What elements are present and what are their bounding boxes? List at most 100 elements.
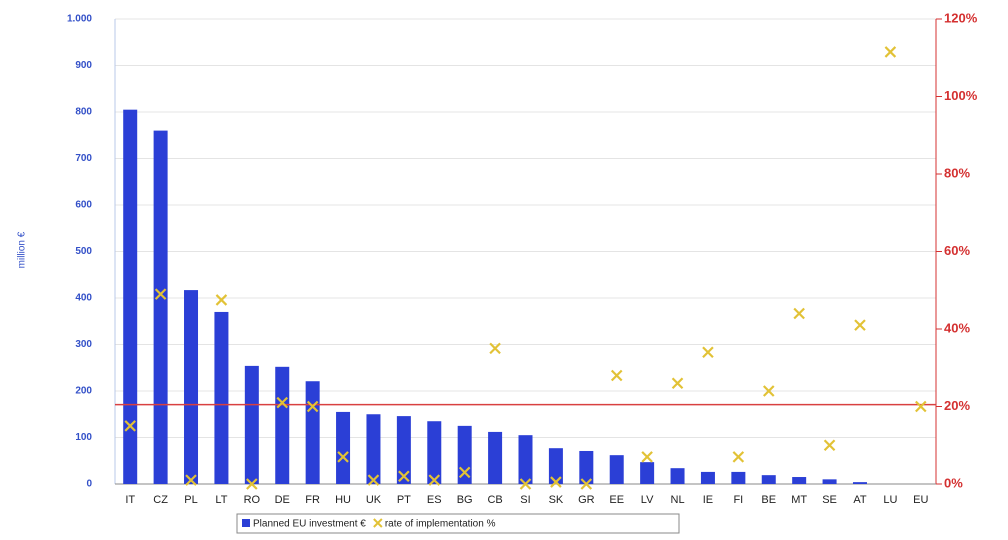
- x-tick-label: BE: [761, 494, 776, 506]
- marker: [732, 451, 745, 463]
- marker: [215, 294, 228, 306]
- y2-tick-label: 100%: [944, 88, 978, 103]
- bar: [275, 366, 290, 484]
- marker: [823, 439, 836, 452]
- bar: [792, 477, 807, 484]
- x-tick-label: EE: [609, 494, 624, 506]
- y-tick-label: 800: [75, 107, 92, 118]
- x-tick-label: GR: [578, 494, 595, 506]
- marker: [428, 474, 441, 486]
- y-tick-label: 600: [75, 200, 92, 211]
- x-tick-label: FI: [733, 494, 743, 506]
- marker: [641, 451, 653, 463]
- bar: [822, 479, 837, 484]
- x-tick-label: CB: [487, 494, 502, 506]
- marker: [185, 474, 197, 486]
- x-tick-label: ES: [427, 494, 442, 506]
- y-tick-label: 200: [75, 386, 92, 397]
- bar: [366, 414, 381, 484]
- marker: [884, 46, 897, 58]
- y2-tick-label: 120%: [944, 10, 978, 25]
- bar: [427, 421, 442, 484]
- marker: [762, 385, 775, 397]
- y2-tick-label: 20%: [944, 398, 970, 413]
- x-tick-label: SI: [520, 494, 530, 506]
- bar: [244, 365, 259, 484]
- marker: [519, 478, 532, 490]
- bar: [640, 462, 655, 484]
- bar: [396, 416, 411, 484]
- marker: [276, 396, 289, 409]
- y2-tick-label: 80%: [944, 165, 970, 180]
- bar: [123, 109, 138, 485]
- bar: [336, 411, 351, 484]
- y-tick-label: 700: [75, 153, 92, 164]
- marker: [610, 369, 623, 382]
- bar: [518, 435, 533, 484]
- bar: [214, 311, 229, 484]
- x-tick-label: SK: [549, 494, 564, 506]
- x-tick-label: PL: [184, 494, 197, 506]
- marker: [398, 470, 410, 483]
- marker: [367, 474, 380, 486]
- bar: [731, 471, 746, 484]
- bar: [305, 381, 320, 484]
- x-tick-label: NL: [671, 494, 685, 506]
- bar: [184, 290, 199, 484]
- y-tick-label: 100: [75, 432, 92, 443]
- bar: [670, 468, 685, 484]
- bar: [852, 482, 867, 484]
- legend-box: [236, 513, 680, 534]
- x-tick-label: SE: [822, 494, 837, 506]
- y-tick-label: 300: [75, 339, 92, 350]
- marker: [306, 400, 319, 413]
- x-tick-label: CZ: [153, 494, 168, 506]
- x-tick-label: IT: [125, 494, 135, 506]
- y-axis-label: million €: [17, 231, 28, 268]
- legend-label: Planned EU investment €: [253, 519, 366, 530]
- legend-label: rate of implementation %: [385, 519, 496, 530]
- x-tick-label: BG: [457, 494, 473, 506]
- bar: [488, 431, 503, 484]
- x-tick-label: DE: [275, 494, 290, 506]
- x-tick-label: UK: [366, 494, 382, 506]
- x-tick-label: MT: [791, 494, 807, 506]
- legend-swatch: [373, 518, 383, 528]
- x-tick-label: RO: [244, 494, 261, 506]
- x-tick-label: AT: [853, 494, 867, 506]
- bar: [548, 448, 563, 484]
- marker: [580, 478, 593, 490]
- y-tick-label: 900: [75, 60, 92, 71]
- marker: [671, 377, 684, 390]
- marker: [854, 319, 866, 331]
- y-tick-label: 400: [75, 293, 92, 304]
- y-tick-label: 500: [75, 246, 92, 257]
- marker: [915, 400, 927, 413]
- marker: [489, 342, 501, 355]
- bar: [761, 475, 776, 484]
- x-tick-label: LT: [215, 494, 227, 506]
- marker: [154, 288, 167, 300]
- bar: [153, 130, 168, 484]
- y-tick-label: 0: [86, 479, 92, 490]
- bar: [457, 425, 472, 484]
- x-tick-label: PT: [397, 494, 411, 506]
- y2-tick-label: 40%: [944, 320, 970, 335]
- marker: [337, 451, 349, 463]
- x-tick-label: IE: [703, 494, 713, 506]
- bar: [579, 450, 594, 484]
- x-tick-label: FR: [305, 494, 320, 506]
- marker: [793, 307, 805, 320]
- marker: [458, 466, 471, 479]
- marker: [550, 476, 562, 488]
- y-tick-label: 1.000: [67, 14, 92, 25]
- x-tick-label: HU: [335, 494, 351, 506]
- x-tick-label: LU: [883, 494, 897, 506]
- marker: [246, 478, 258, 490]
- legend-swatch: [242, 519, 250, 527]
- x-tick-label: LV: [641, 494, 654, 506]
- y2-tick-label: 60%: [944, 243, 970, 258]
- marker: [124, 420, 136, 432]
